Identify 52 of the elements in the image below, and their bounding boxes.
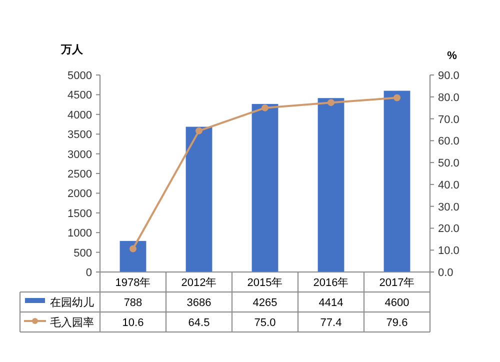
data-label: 75.0 <box>254 317 276 329</box>
x-tick-label: 2016年 <box>313 277 349 289</box>
point <box>394 94 400 102</box>
data-label: 77.4 <box>320 317 342 329</box>
legend-label: 在园幼儿 <box>50 296 94 309</box>
bar <box>120 240 146 272</box>
data-label: 3686 <box>186 297 212 309</box>
data-label: 788 <box>124 297 142 309</box>
data-label: 4600 <box>384 297 410 309</box>
data-label: 79.6 <box>386 317 408 329</box>
y2-tick-label: 50.0 <box>438 158 460 170</box>
y2-tick-label: 20.0 <box>438 223 460 236</box>
y-tick-label: 3000 <box>68 148 92 161</box>
y-tick-label: 1000 <box>68 228 92 240</box>
y2-tick-label: 30.0 <box>438 201 460 214</box>
legend: 毛入园率 <box>24 317 94 329</box>
point <box>196 127 202 134</box>
bar <box>186 126 212 272</box>
point <box>130 245 136 252</box>
y2-tick-label: 40.0 <box>438 179 460 192</box>
legend-label: 毛入园率 <box>50 316 94 329</box>
bar <box>384 90 410 272</box>
y2-tick-label: 0.0 <box>438 267 454 279</box>
point <box>328 99 334 106</box>
legend: 在园幼儿 <box>25 297 94 309</box>
x-tick-label: 2017年 <box>379 277 415 289</box>
y-tick-label: 0 <box>86 267 92 279</box>
y-tick-label: 4000 <box>68 109 92 122</box>
data-label: 64.5 <box>188 317 210 329</box>
y2-tick-label: 90.0 <box>438 70 460 82</box>
y-tick-label: 1500 <box>68 208 92 220</box>
data-label: 4414 <box>318 297 344 309</box>
y-tick-label: 2500 <box>68 168 92 180</box>
y2-axis-title: % <box>447 50 458 62</box>
y-tick-label: 500 <box>74 247 92 260</box>
y2-tick-label: 70.0 <box>438 114 460 126</box>
y-tick-label: 3500 <box>68 129 92 142</box>
x-tick-label: 2012年 <box>181 277 217 289</box>
y2-tick-label: 80.0 <box>438 92 460 104</box>
data-label: 10.6 <box>122 317 144 329</box>
y-axis-title: 万人 <box>60 44 84 56</box>
data-label: 4265 <box>252 297 278 309</box>
y2-tick-label: 60.0 <box>438 136 460 148</box>
x-tick-label: 2015年 <box>247 277 283 289</box>
y-tick-label: 5000 <box>68 70 92 82</box>
x-tick-label: 1978年 <box>115 277 151 289</box>
y2-tick-label: 10.0 <box>438 245 460 258</box>
bar <box>252 104 278 272</box>
y-tick-label: 4500 <box>68 90 92 102</box>
point <box>262 104 268 112</box>
y-tick-label: 2000 <box>68 188 92 200</box>
bar <box>318 98 344 272</box>
